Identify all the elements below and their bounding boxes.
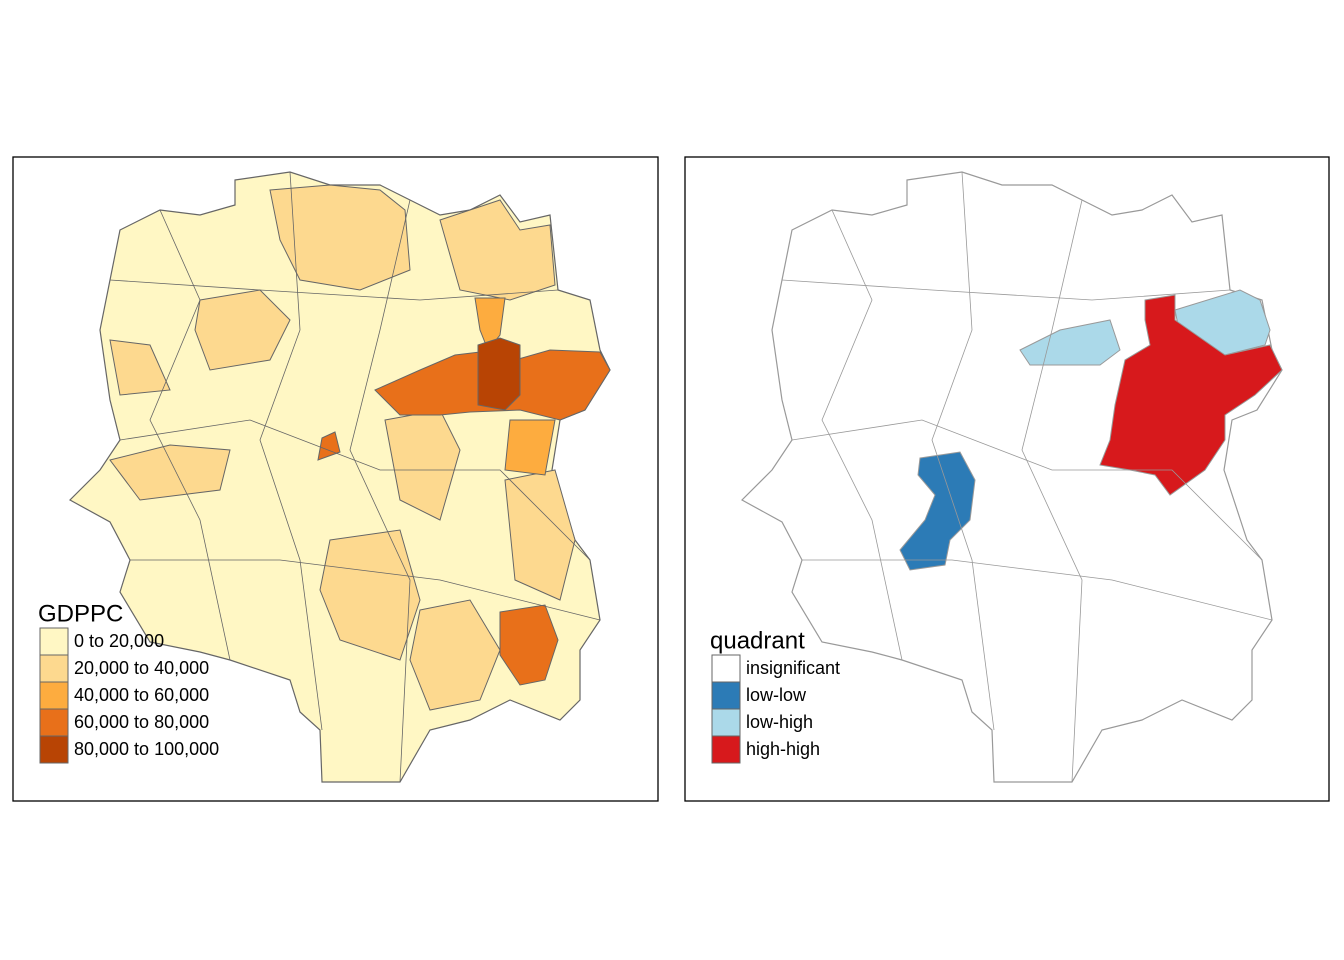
county-border [791, 419, 1263, 561]
legend-swatch [39, 735, 69, 764]
county-border [802, 559, 1273, 621]
legend-swatch [39, 627, 69, 656]
legend-label: 60,000 to 80,000 [74, 712, 209, 732]
legend-swatch [711, 735, 741, 764]
county-border [1021, 199, 1083, 783]
county-border [109, 279, 559, 301]
region [439, 199, 556, 301]
legend-label: low-high [746, 712, 813, 732]
legend-label: 40,000 to 60,000 [74, 685, 209, 705]
region [319, 529, 421, 661]
legend-label: 0 to 20,000 [74, 631, 164, 651]
county-border [349, 199, 411, 783]
region [504, 419, 556, 476]
region [317, 431, 341, 461]
legend-swatch [39, 681, 69, 710]
region [1099, 294, 1283, 496]
region [477, 337, 521, 411]
legend-swatch [711, 708, 741, 737]
legend-title: quadrant [710, 627, 805, 654]
region [1019, 319, 1121, 366]
legend-label: 80,000 to 100,000 [74, 739, 219, 759]
legend-swatch [39, 708, 69, 737]
county-border [821, 209, 903, 661]
legend-label: high-high [746, 739, 820, 759]
region [499, 604, 559, 686]
legend-swatch [711, 681, 741, 710]
region [899, 451, 976, 571]
county-border [130, 559, 601, 621]
legend-label: 20,000 to 40,000 [74, 658, 209, 678]
legend-title: GDPPC [38, 600, 123, 627]
county-border [781, 279, 1231, 301]
region [109, 444, 231, 501]
region [409, 599, 501, 711]
legend-label: low-low [746, 685, 807, 705]
county-border [149, 209, 231, 661]
legend-swatch [711, 654, 741, 683]
legend-label: insignificant [746, 658, 840, 678]
region [269, 184, 411, 291]
region [504, 469, 576, 601]
county-border [119, 419, 591, 561]
county-border [931, 171, 995, 731]
region [109, 339, 171, 396]
county-border [259, 171, 323, 731]
legend-swatch [39, 654, 69, 683]
